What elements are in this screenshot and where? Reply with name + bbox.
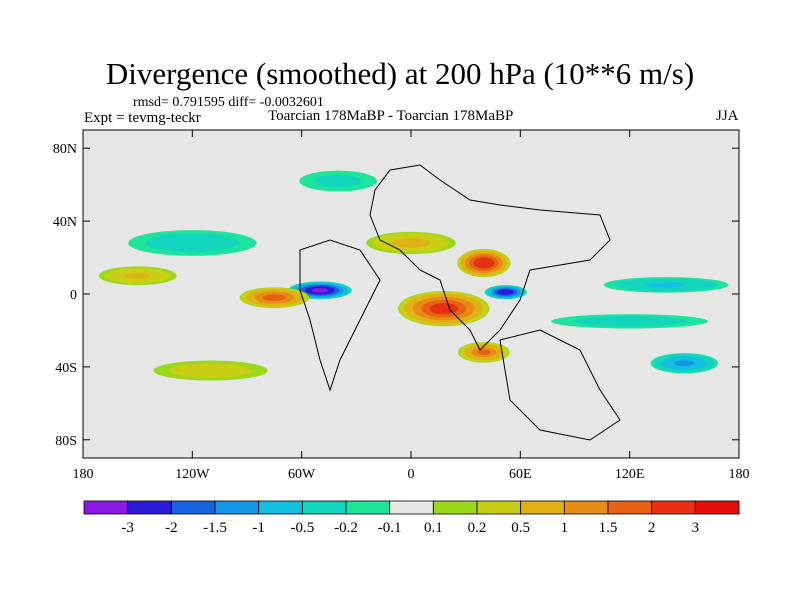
colorbar-swatch	[214, 500, 260, 515]
colorbar-swatch	[520, 500, 565, 515]
colorbar-label: -1.5	[203, 520, 227, 536]
x-tick-label: 180	[729, 467, 750, 482]
contour-tethys-divergence	[429, 303, 459, 315]
colorbar-label: -2	[165, 520, 178, 536]
continent-outline	[299, 239, 381, 392]
contour-central-pacific-divergence	[125, 272, 151, 279]
colorbar-swatch	[563, 500, 609, 515]
colorbar-label: -0.5	[290, 520, 314, 536]
contour-southern-africa-divergence	[477, 349, 491, 356]
contour-north-pacific-band	[145, 233, 239, 253]
season-label: JJA	[716, 108, 739, 124]
contour-arctic-band	[315, 174, 362, 188]
contour-africa-convergence	[497, 289, 515, 295]
contour-pacific-divergence	[262, 294, 286, 302]
x-tick-label: 120E	[615, 467, 645, 482]
colorbar-swatch	[476, 500, 522, 515]
x-tick-label: 0	[408, 467, 415, 482]
y-tick-label: 0	[70, 288, 77, 303]
divergence-fields	[98, 164, 729, 441]
colorbar-swatch	[127, 500, 172, 515]
x-tick-label: 120W	[175, 467, 210, 482]
chart-title: Divergence (smoothed) at 200 hPa (10**6 …	[105, 56, 695, 91]
contour-southwest-pacific-convergence	[674, 360, 695, 367]
continent-outline	[369, 164, 611, 351]
map-background	[83, 130, 739, 458]
x-tick-label: 60W	[288, 467, 316, 482]
colorbar-swatch	[301, 500, 347, 515]
colorbar-swatch	[345, 500, 391, 515]
colorbar-label: -1	[252, 520, 265, 536]
colorbar-label: 2	[648, 520, 656, 536]
colorbar-label: 1	[561, 520, 569, 536]
colorbar-swatch	[170, 500, 216, 515]
comparison-label: Toarcian 178MaBP - Toarcian 178MaBP	[268, 108, 514, 124]
y-tick-label: 40N	[53, 215, 77, 230]
colorbar-label: 3	[692, 520, 700, 536]
colorbar-label: 0.1	[424, 520, 443, 536]
x-tick-label: 60E	[509, 467, 532, 482]
contour-south-america-convergence	[311, 288, 329, 293]
colorbar-label: 1.5	[599, 520, 618, 536]
colorbar-swatch	[651, 500, 696, 515]
x-tick-label: 180	[73, 467, 94, 482]
colorbar-swatch	[432, 500, 478, 515]
colorbar-label: 0.2	[468, 520, 487, 536]
rmsd-diff-stats: rmsd= 0.791595 diff= -0.0032601	[133, 95, 324, 110]
contour-arabia-divergence	[473, 257, 495, 269]
continent-outline	[499, 329, 621, 441]
contour-south-pacific-band	[169, 363, 252, 378]
y-tick-label: 40S	[55, 361, 77, 376]
colorbar-label: -0.1	[378, 520, 402, 536]
colorbar-swatch	[258, 500, 303, 515]
contour-east-equatorial-band	[646, 282, 687, 288]
colorbar-swatch	[389, 500, 434, 515]
y-tick-label: 80N	[53, 142, 77, 157]
contour-south-ocean-band	[573, 316, 687, 327]
colorbar-label: -3	[121, 520, 134, 536]
experiment-label: Expt = tevmg-teckr	[84, 110, 201, 126]
colorbar-swatch	[83, 500, 129, 515]
colorbar-swatch	[607, 500, 653, 515]
contour-north-tethys-band	[391, 238, 431, 248]
colorbar-label: 0.5	[511, 520, 530, 536]
colorbar-swatch	[694, 500, 740, 515]
y-tick-label: 80S	[55, 434, 77, 449]
colorbar-label: -0.2	[334, 520, 358, 536]
